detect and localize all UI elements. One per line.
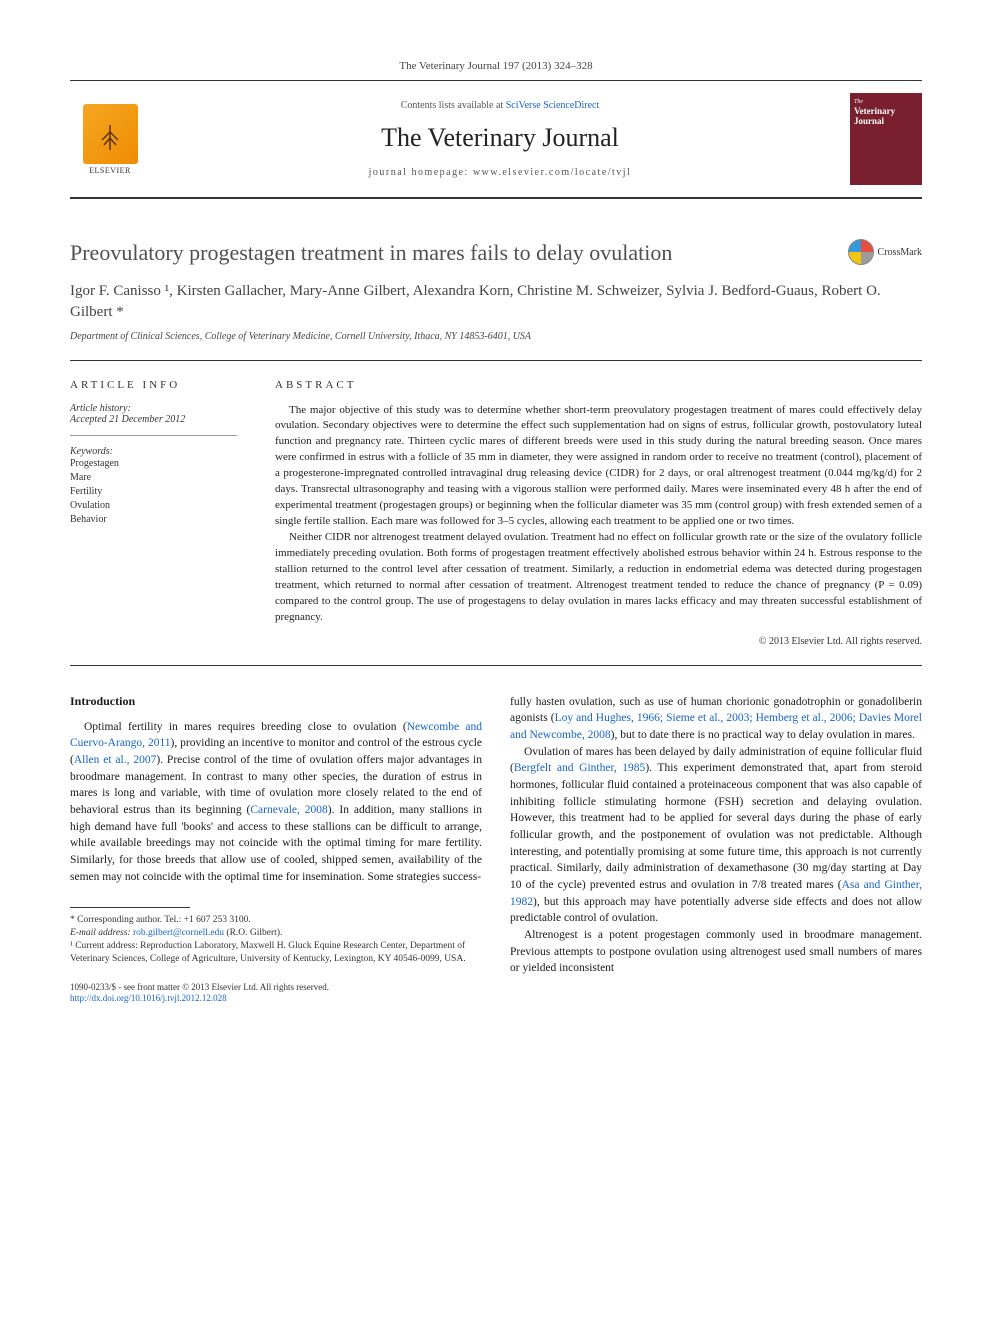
email-line: E-mail address: rob.gilbert@cornell.edu …: [70, 927, 482, 940]
abstract-paragraph: The major objective of this study was to…: [275, 403, 922, 531]
keyword-item: Mare: [70, 471, 237, 485]
issn-line: 1090-0233/$ - see front matter © 2013 El…: [70, 982, 482, 994]
citation-link[interactable]: Carnevale, 2008: [250, 804, 327, 816]
email-label: E-mail address:: [70, 928, 133, 938]
email-suffix: (R.O. Gilbert).: [224, 928, 282, 938]
text-run: ), but to date there is no practical way…: [611, 729, 915, 741]
cover-title-text: Veterinary Journal: [854, 107, 918, 127]
keywords-block: Keywords: Progestagen Mare Fertility Ovu…: [70, 446, 237, 527]
intro-heading: Introduction: [70, 694, 482, 709]
citation-link[interactable]: Allen et al., 2007: [74, 754, 157, 766]
elsevier-tree-icon: [83, 104, 138, 164]
abstract-paragraph: Neither CIDR nor altrenogest treatment d…: [275, 530, 922, 626]
body-paragraph: fully hasten ovulation, such as use of h…: [510, 694, 922, 744]
body-column-right: fully hasten ovulation, such as use of h…: [510, 694, 922, 1005]
abstract-copyright: © 2013 Elsevier Ltd. All rights reserved…: [275, 636, 922, 647]
email-link[interactable]: rob.gilbert@cornell.edu: [133, 928, 224, 938]
abstract-text: The major objective of this study was to…: [275, 403, 922, 626]
text-run: ), but this approach may have potentiall…: [510, 896, 922, 925]
footnote-divider: [70, 907, 190, 908]
journal-cover-thumbnail: The Veterinary Journal: [850, 93, 922, 185]
keyword-item: Fertility: [70, 485, 237, 499]
doi-link[interactable]: http://dx.doi.org/10.1016/j.tvjl.2012.12…: [70, 993, 227, 1003]
text-run: Optimal fertility in mares requires bree…: [84, 721, 407, 733]
journal-name: The Veterinary Journal: [150, 123, 850, 153]
footnotes: * Corresponding author. Tel.: +1 607 253…: [70, 914, 482, 965]
publisher-name: ELSEVIER: [89, 166, 131, 175]
header-center: Contents lists available at SciVerse Sci…: [150, 100, 850, 178]
article-info-column: ARTICLE INFO Article history: Accepted 2…: [70, 361, 255, 665]
crossmark-badge[interactable]: CrossMark: [848, 239, 922, 265]
body-column-left: Introduction Optimal fertility in mares …: [70, 694, 482, 1005]
abstract-column: ABSTRACT The major objective of this stu…: [255, 361, 922, 665]
affiliation: Department of Clinical Sciences, College…: [70, 331, 922, 342]
body-text-left: Optimal fertility in mares requires bree…: [70, 719, 482, 886]
abstract-heading: ABSTRACT: [275, 379, 922, 391]
body-two-column: Introduction Optimal fertility in mares …: [70, 694, 922, 1005]
sciencedirect-link[interactable]: SciVerse ScienceDirect: [506, 100, 600, 111]
citation-link[interactable]: Bergfelt and Ginther, 1985: [514, 762, 645, 774]
journal-header: ELSEVIER Contents lists available at Sci…: [70, 80, 922, 199]
article-history-block: Article history: Accepted 21 December 20…: [70, 403, 237, 436]
article-title: Preovulatory progestagen treatment in ma…: [70, 239, 836, 267]
author-note-1: ¹ Current address: Reproduction Laborato…: [70, 940, 482, 966]
body-paragraph: Ovulation of mares has been delayed by d…: [510, 744, 922, 927]
body-paragraph: Optimal fertility in mares requires bree…: [70, 719, 482, 886]
authors-list: Igor F. Canisso ¹, Kirsten Gallacher, Ma…: [70, 281, 922, 323]
history-value: Accepted 21 December 2012: [70, 414, 185, 425]
homepage-url: www.elsevier.com/locate/tvjl: [473, 167, 632, 178]
page-root: The Veterinary Journal 197 (2013) 324–32…: [0, 0, 992, 1045]
contents-prefix: Contents lists available at: [401, 100, 506, 111]
publisher-logo-block: ELSEVIER: [70, 104, 150, 175]
article-info-heading: ARTICLE INFO: [70, 379, 237, 391]
title-row: Preovulatory progestagen treatment in ma…: [70, 239, 922, 267]
keyword-item: Progestagen: [70, 457, 237, 471]
body-text-right: fully hasten ovulation, such as use of h…: [510, 694, 922, 977]
keyword-item: Ovulation: [70, 499, 237, 513]
corresponding-author-note: * Corresponding author. Tel.: +1 607 253…: [70, 914, 482, 927]
crossmark-label: CrossMark: [878, 247, 922, 258]
body-paragraph: Altrenogest is a potent progestagen comm…: [510, 927, 922, 977]
keyword-item: Behavior: [70, 513, 237, 527]
keywords-label: Keywords:: [70, 446, 237, 457]
issn-doi-block: 1090-0233/$ - see front matter © 2013 El…: [70, 982, 482, 1005]
crossmark-icon: [848, 239, 874, 265]
homepage-line: journal homepage: www.elsevier.com/locat…: [150, 167, 850, 178]
history-label: Article history:: [70, 403, 237, 414]
contents-available-line: Contents lists available at SciVerse Sci…: [150, 100, 850, 111]
text-run: ). This experiment demonstrated that, ap…: [510, 762, 922, 891]
cover-top-text: The: [854, 99, 918, 105]
info-abstract-row: ARTICLE INFO Article history: Accepted 2…: [70, 361, 922, 666]
journal-reference: The Veterinary Journal 197 (2013) 324–32…: [70, 60, 922, 72]
homepage-prefix: journal homepage:: [369, 167, 473, 178]
